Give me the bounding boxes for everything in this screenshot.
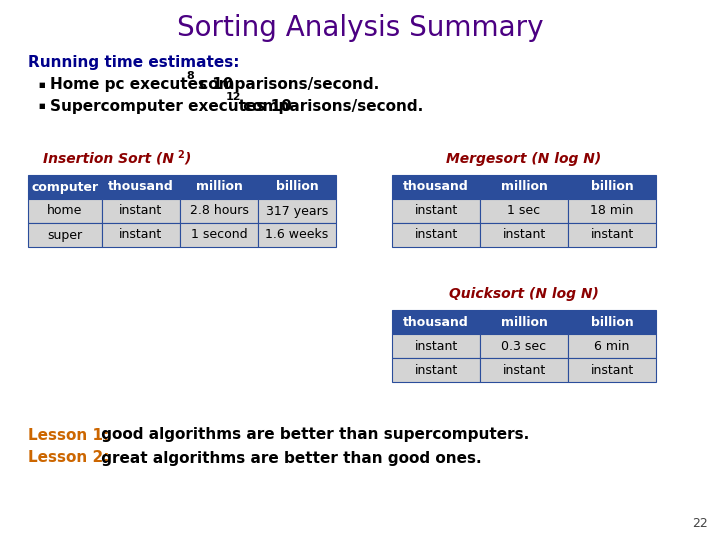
Text: ■: ■ [38,103,45,109]
Text: Insertion Sort (N: Insertion Sort (N [43,152,174,166]
Text: 2: 2 [177,150,184,160]
Text: Running time estimates:: Running time estimates: [28,55,240,70]
Bar [102,199,180,223]
Text: instant: instant [120,205,163,218]
Text: instant: instant [415,205,458,218]
Bar [568,223,656,247]
Text: 0.3 sec: 0.3 sec [501,340,546,353]
Text: billion: billion [276,180,318,193]
Text: million: million [500,315,547,328]
Text: Sorting Analysis Summary: Sorting Analysis Summary [176,14,544,42]
Bar [392,310,480,334]
Text: 2.8 hours: 2.8 hours [189,205,248,218]
Bar [392,223,480,247]
Text: instant: instant [503,363,546,376]
Text: good algorithms are better than supercomputers.: good algorithms are better than supercom… [96,428,529,442]
Text: instant: instant [590,228,634,241]
Text: thousand: thousand [403,180,469,193]
Text: 1 sec: 1 sec [508,205,541,218]
Bar [480,199,568,223]
Bar [480,334,568,358]
Bar [28,175,102,199]
Text: 22: 22 [692,517,708,530]
Bar [568,199,656,223]
Text: great algorithms are better than good ones.: great algorithms are better than good on… [96,450,482,465]
Text: Lesson 1:: Lesson 1: [28,428,114,442]
Text: 6 min: 6 min [594,340,630,353]
Bar [392,334,480,358]
Text: 1.6 weeks: 1.6 weeks [266,228,328,241]
Bar [568,358,656,382]
Text: billion: billion [590,315,634,328]
Text: instant: instant [415,363,458,376]
Bar [258,199,336,223]
Text: super: super [48,228,83,241]
Bar [480,310,568,334]
Bar [568,175,656,199]
Text: Mergesort (N log N): Mergesort (N log N) [446,152,602,166]
Bar [180,199,258,223]
Text: computer: computer [32,180,99,193]
Text: 18 min: 18 min [590,205,634,218]
Text: billion: billion [590,180,634,193]
Bar [102,175,180,199]
Text: instant: instant [415,228,458,241]
Text: thousand: thousand [403,315,469,328]
Text: 12: 12 [226,92,241,102]
Text: comparisons/second.: comparisons/second. [194,78,379,92]
Text: 8: 8 [186,71,194,81]
Bar [392,358,480,382]
Bar [102,223,180,247]
Text: Supercomputer executes 10: Supercomputer executes 10 [50,98,292,113]
Bar [28,223,102,247]
Text: ): ) [184,152,190,166]
Bar [480,175,568,199]
Bar [180,223,258,247]
Bar [258,223,336,247]
Bar [480,358,568,382]
Text: home: home [48,205,83,218]
Text: instant: instant [590,363,634,376]
Text: instant: instant [120,228,163,241]
Bar [392,199,480,223]
Text: Home pc executes 10: Home pc executes 10 [50,78,233,92]
Bar [568,334,656,358]
Text: 1 second: 1 second [191,228,247,241]
Text: instant: instant [415,340,458,353]
Text: thousand: thousand [108,180,174,193]
Bar [392,175,480,199]
Bar [258,175,336,199]
Bar [180,175,258,199]
Bar [480,223,568,247]
Text: 317 years: 317 years [266,205,328,218]
Text: instant: instant [503,228,546,241]
Text: Quicksort (N log N): Quicksort (N log N) [449,287,599,301]
Text: comparisons/second.: comparisons/second. [238,98,423,113]
Text: ■: ■ [38,82,45,88]
Text: million: million [500,180,547,193]
Bar [568,310,656,334]
Bar [28,199,102,223]
Text: million: million [196,180,243,193]
Text: Lesson 2:: Lesson 2: [28,450,114,465]
